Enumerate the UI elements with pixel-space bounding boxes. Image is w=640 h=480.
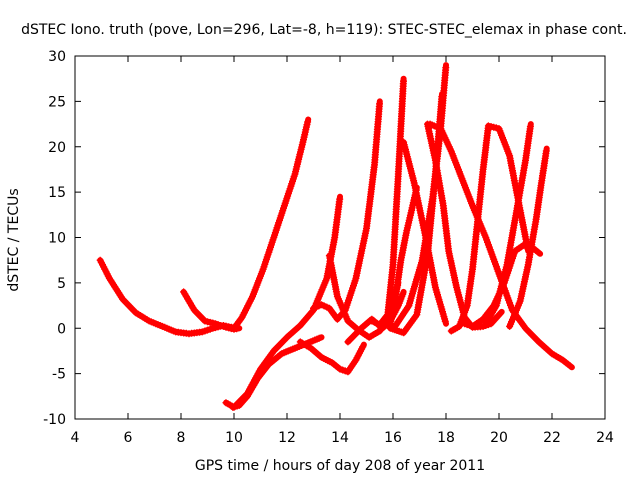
series-arc-11 bbox=[368, 75, 407, 329]
series-arc-4 bbox=[230, 116, 312, 332]
y-tick-label: -10 bbox=[43, 412, 66, 428]
y-tick-label: 10 bbox=[48, 231, 66, 247]
series-markers bbox=[296, 338, 367, 376]
chart-title: dSTEC Iono. truth (pove, Lon=296, Lat=-8… bbox=[21, 22, 627, 38]
series-markers bbox=[506, 147, 550, 330]
x-tick-label: 10 bbox=[225, 430, 243, 446]
y-tick-label: 25 bbox=[48, 94, 66, 110]
y-tick-label: 0 bbox=[57, 321, 66, 337]
y-tick-label: 5 bbox=[57, 276, 66, 292]
series-markers bbox=[482, 123, 534, 328]
series-line bbox=[223, 193, 343, 411]
x-tick-label: 22 bbox=[543, 430, 561, 446]
x-tick-label: 20 bbox=[490, 430, 508, 446]
x-tick-label: 16 bbox=[384, 430, 402, 446]
y-tick-label: -5 bbox=[52, 367, 66, 383]
series-markers bbox=[310, 100, 383, 323]
axis-ticks: 4 6 8 10 12 14 16 18 20 22 24 -10 -5 0 5 10 15 20 25 30 bbox=[43, 49, 614, 446]
x-tick-label: 12 bbox=[278, 430, 296, 446]
series-markers bbox=[230, 118, 312, 332]
series-arc-17 bbox=[447, 122, 532, 335]
series-group bbox=[96, 62, 575, 411]
series-arc-16 bbox=[426, 120, 575, 371]
series-markers bbox=[368, 77, 407, 329]
y-axis-label: dSTEC / TECUs bbox=[6, 188, 22, 291]
x-tick-label: 8 bbox=[177, 430, 186, 446]
y-tick-label: 30 bbox=[48, 49, 66, 65]
series-markers bbox=[386, 186, 420, 328]
series-line bbox=[231, 116, 312, 332]
y-tick-label: 15 bbox=[48, 185, 66, 201]
series-markers bbox=[426, 120, 574, 370]
x-tick-label: 4 bbox=[71, 430, 80, 446]
y-tick-label: 20 bbox=[48, 140, 66, 156]
x-axis-label: GPS time / hours of day 208 of year 2011 bbox=[195, 458, 485, 474]
series-arc-20 bbox=[506, 145, 550, 330]
series-arc-10 bbox=[386, 184, 420, 328]
x-tick-label: 6 bbox=[124, 430, 133, 446]
x-tick-label: 18 bbox=[437, 430, 455, 446]
series-arc-19 bbox=[482, 121, 534, 328]
x-tick-label: 24 bbox=[596, 430, 614, 446]
series-arc-7 bbox=[296, 338, 367, 376]
x-tick-label: 14 bbox=[331, 430, 349, 446]
series-markers bbox=[447, 122, 532, 335]
series-markers bbox=[96, 256, 237, 338]
